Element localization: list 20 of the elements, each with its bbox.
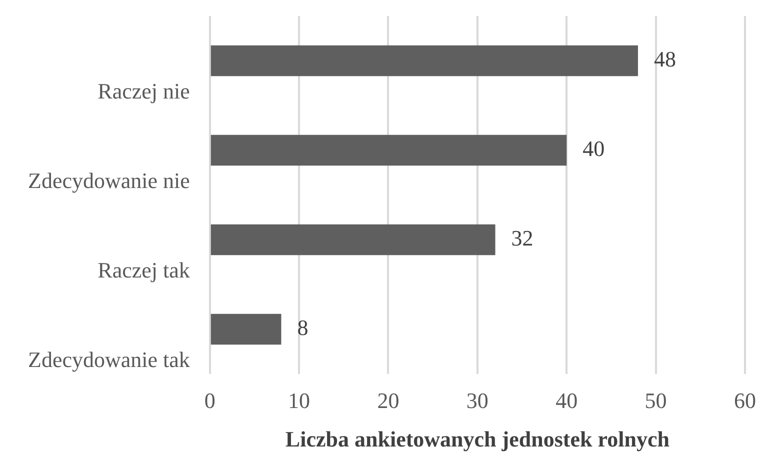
data-label: 8 [297,315,308,340]
data-label: 32 [511,226,534,251]
bar [210,134,567,166]
bar [210,224,496,256]
y-tick-label: Raczej tak [98,258,190,283]
x-tick-label: 20 [377,388,400,413]
bar [210,314,282,345]
y-tick-label: Raczej nie [98,78,190,104]
x-tick-label: 60 [734,388,756,413]
y-tick-label: Zdecydowanie nie [28,168,190,194]
x-tick-label: 0 [204,388,216,413]
data-label: 48 [654,46,676,72]
data-label: 40 [582,136,605,162]
x-tick-label: 40 [556,388,578,413]
x-tick-label: 10 [288,388,310,413]
bar [210,45,638,76]
y-tick-label: Zdecydowanie tak [28,347,190,372]
x-tick-label: 30 [466,388,488,413]
x-axis-title: Liczba ankietowanych jednostek rolnych [285,426,670,452]
x-tick-label: 50 [644,388,667,413]
